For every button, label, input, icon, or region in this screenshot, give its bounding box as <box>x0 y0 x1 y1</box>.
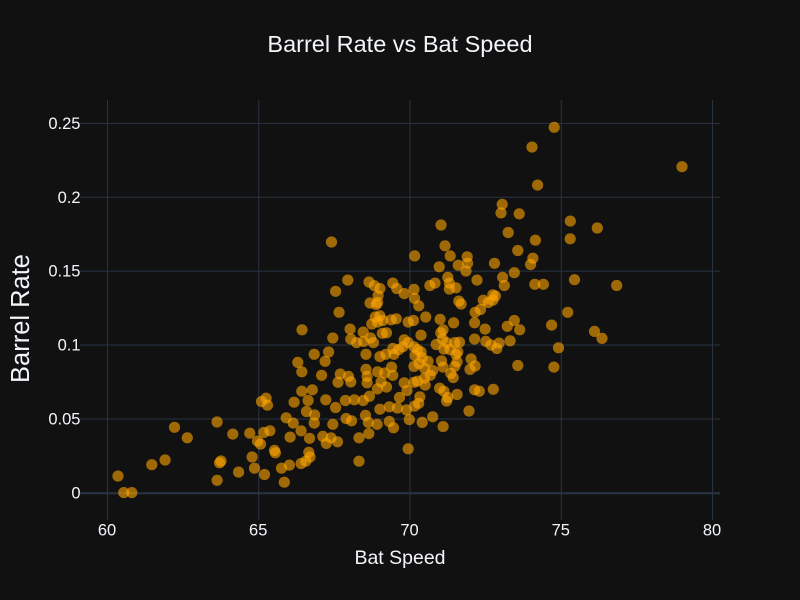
svg-text:0.15: 0.15 <box>48 263 80 281</box>
svg-text:0.1: 0.1 <box>58 337 81 355</box>
svg-text:Barrel Rate vs Bat Speed: Barrel Rate vs Bat Speed <box>267 31 532 57</box>
svg-text:0.2: 0.2 <box>58 189 81 207</box>
svg-text:Barrel Rate: Barrel Rate <box>7 254 35 383</box>
svg-text:0: 0 <box>71 484 80 502</box>
svg-text:60: 60 <box>98 522 116 540</box>
svg-text:65: 65 <box>249 522 267 540</box>
svg-text:75: 75 <box>552 522 570 540</box>
svg-text:0.05: 0.05 <box>48 411 80 429</box>
svg-text:Bat Speed: Bat Speed <box>354 547 445 569</box>
svg-text:80: 80 <box>703 522 721 540</box>
svg-text:70: 70 <box>400 522 418 540</box>
svg-text:0.25: 0.25 <box>48 115 80 133</box>
